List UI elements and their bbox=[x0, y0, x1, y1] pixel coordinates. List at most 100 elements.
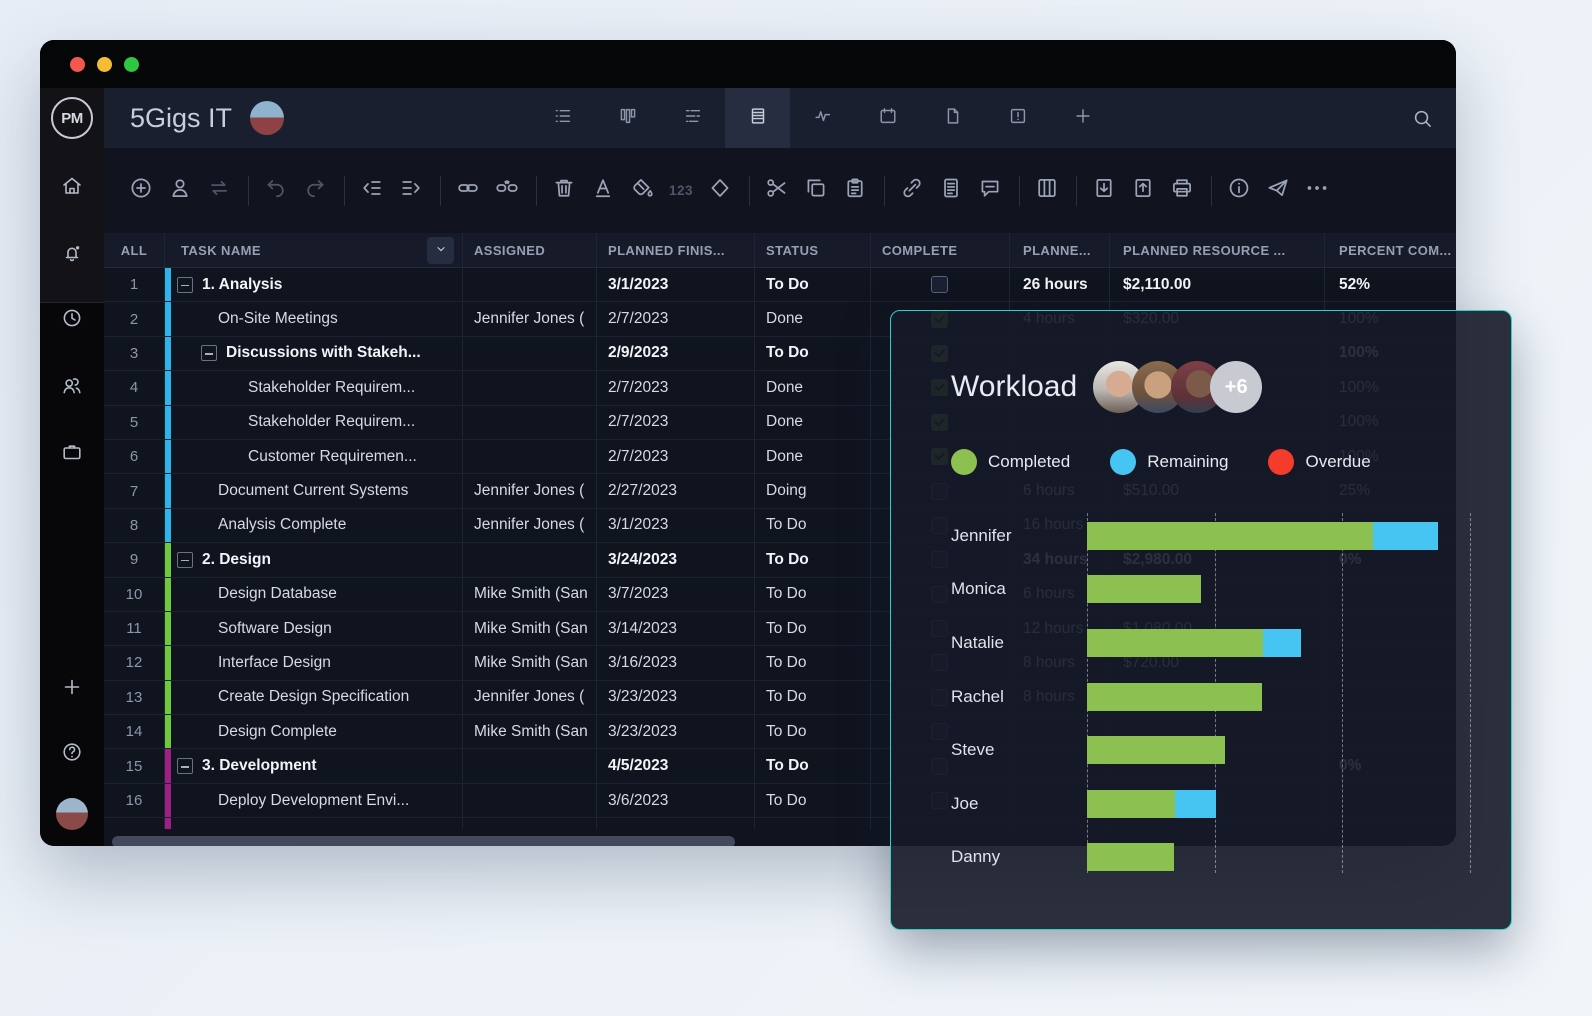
planned-finish-cell[interactable]: 4/5/2023 bbox=[597, 749, 755, 783]
tab-list-view[interactable] bbox=[530, 88, 595, 148]
user-avatar[interactable] bbox=[56, 798, 88, 830]
task-name-cell[interactable]: Stakeholder Requirem... bbox=[165, 371, 463, 405]
close-window-icon[interactable] bbox=[70, 56, 85, 72]
redo-button[interactable] bbox=[302, 178, 328, 204]
column-header-cost[interactable]: PLANNED RESOURCE ... bbox=[1110, 233, 1325, 267]
planned-finish-cell[interactable]: 2/7/2023 bbox=[597, 439, 755, 474]
task-name-cell[interactable]: Create Design Specification bbox=[165, 680, 463, 715]
assigned-cell[interactable] bbox=[463, 371, 597, 405]
zoom-window-icon[interactable] bbox=[124, 56, 139, 72]
status-cell[interactable]: To Do bbox=[755, 611, 871, 646]
planned-finish-cell[interactable]: 2/27/2023 bbox=[597, 474, 755, 508]
tab-activity-view[interactable] bbox=[790, 88, 855, 148]
status-cell[interactable]: To Do bbox=[755, 543, 871, 577]
print-button[interactable] bbox=[1169, 178, 1195, 204]
fill-color-button[interactable] bbox=[629, 178, 655, 204]
sidebar-item-team[interactable] bbox=[60, 374, 84, 398]
task-name-cell[interactable]: Stakeholder Requirem... bbox=[165, 405, 463, 439]
planned-finish-cell[interactable]: 3/1/2023 bbox=[597, 508, 755, 543]
planned-finish-cell[interactable]: 3/1/2023 bbox=[597, 268, 755, 302]
percent-complete-cell[interactable]: 52% bbox=[1339, 275, 1371, 293]
planned-finish-cell[interactable]: 3/7/2023 bbox=[597, 577, 755, 611]
comments-button[interactable] bbox=[977, 178, 1003, 204]
task-name-cell[interactable]: Software Design bbox=[165, 611, 463, 646]
planned-finish-cell[interactable]: 2/7/2023 bbox=[597, 405, 755, 439]
status-cell[interactable]: Done bbox=[755, 405, 871, 439]
outdent-button[interactable] bbox=[359, 178, 385, 204]
task-name-cell[interactable]: Discussions with Stakeh... bbox=[165, 336, 463, 371]
share-button[interactable] bbox=[1265, 178, 1291, 204]
column-menu-button[interactable] bbox=[427, 237, 454, 264]
task-name-cell[interactable]: On-Site Meetings bbox=[165, 302, 463, 336]
planned-finish-cell[interactable]: 2/9/2023 bbox=[597, 336, 755, 371]
planned-finish-cell[interactable]: 2/7/2023 bbox=[597, 371, 755, 405]
copy-button[interactable] bbox=[803, 178, 829, 204]
task-name-cell[interactable]: Design Database bbox=[165, 577, 463, 611]
tab-calendar-view[interactable] bbox=[855, 88, 920, 148]
import-button[interactable] bbox=[1091, 178, 1117, 204]
tab-docs-view[interactable] bbox=[920, 88, 985, 148]
task-name-cell[interactable]: 3. Development bbox=[165, 749, 463, 783]
assigned-cell[interactable]: Mike Smith (San bbox=[463, 715, 597, 749]
task-name-cell[interactable]: Design Complete bbox=[165, 715, 463, 749]
paste-button[interactable] bbox=[842, 178, 868, 204]
sidebar-item-notifications[interactable] bbox=[60, 241, 84, 265]
attachments-button[interactable] bbox=[899, 178, 925, 204]
collapse-icon[interactable] bbox=[177, 551, 193, 568]
info-button[interactable] bbox=[1226, 178, 1252, 204]
planned-finish-cell[interactable]: 3/6/2023 bbox=[597, 783, 755, 818]
planned-finish-cell[interactable]: 3/23/2023 bbox=[597, 680, 755, 715]
status-cell[interactable]: To Do bbox=[755, 508, 871, 543]
status-cell[interactable]: To Do bbox=[755, 577, 871, 611]
status-cell[interactable]: To Do bbox=[755, 268, 871, 302]
recurring-task-button[interactable] bbox=[206, 178, 232, 204]
status-cell[interactable]: Done bbox=[755, 439, 871, 474]
assigned-cell[interactable] bbox=[463, 439, 597, 474]
planned-finish-cell[interactable]: 2/7/2023 bbox=[597, 302, 755, 336]
status-cell[interactable]: To Do bbox=[755, 646, 871, 680]
column-header-st[interactable]: STATUS bbox=[755, 233, 871, 267]
column-header-task[interactable]: TASK NAME bbox=[165, 233, 463, 267]
task-name-cell[interactable]: 1. Analysis bbox=[165, 268, 463, 302]
number-format-button[interactable]: 123 bbox=[668, 178, 694, 204]
column-header-hrs[interactable]: PLANNE... bbox=[1010, 233, 1110, 267]
planned-resource-cost-cell[interactable]: $2,110.00 bbox=[1110, 268, 1325, 302]
assigned-cell[interactable]: Jennifer Jones ( bbox=[463, 508, 597, 543]
assigned-cell[interactable]: Mike Smith (San bbox=[463, 646, 597, 680]
planned-finish-cell[interactable]: 3/23/2023 bbox=[597, 715, 755, 749]
planned-finish-cell[interactable]: 3/14/2023 bbox=[597, 611, 755, 646]
tab-add-view[interactable] bbox=[1050, 88, 1115, 148]
cut-button[interactable] bbox=[764, 178, 790, 204]
sidebar-item-help[interactable] bbox=[60, 740, 84, 764]
tab-board-view[interactable] bbox=[595, 88, 660, 148]
assigned-cell[interactable] bbox=[463, 405, 597, 439]
milestone-button[interactable] bbox=[707, 178, 733, 204]
project-owner-avatar[interactable] bbox=[250, 101, 285, 135]
sidebar-item-add[interactable] bbox=[60, 675, 84, 699]
table-row[interactable]: 1 1. Analysis 3/1/2023 To Do 26 hours $2,110.… bbox=[104, 268, 1456, 303]
complete-cell[interactable] bbox=[871, 268, 1010, 302]
collapse-icon[interactable] bbox=[201, 345, 217, 362]
export-button[interactable] bbox=[1130, 178, 1156, 204]
more-options-button[interactable] bbox=[1304, 178, 1330, 204]
tab-sheet-view[interactable] bbox=[725, 88, 790, 148]
sidebar-item-home[interactable] bbox=[60, 174, 84, 198]
assigned-cell[interactable]: Jennifer Jones ( bbox=[463, 680, 597, 715]
complete-checkbox[interactable] bbox=[931, 276, 948, 294]
planned-hours-cell[interactable]: 26 hours bbox=[1010, 268, 1110, 302]
font-color-button[interactable] bbox=[590, 178, 616, 204]
status-cell[interactable]: To Do bbox=[755, 783, 871, 818]
status-cell[interactable]: Doing bbox=[755, 474, 871, 508]
status-cell[interactable]: To Do bbox=[755, 749, 871, 783]
columns-button[interactable] bbox=[1034, 178, 1060, 204]
task-name-cell[interactable]: Analysis Complete bbox=[165, 508, 463, 543]
assigned-cell[interactable]: Jennifer Jones ( bbox=[463, 302, 597, 336]
assigned-cell[interactable]: Mike Smith (San bbox=[463, 611, 597, 646]
status-cell[interactable]: To Do bbox=[755, 715, 871, 749]
status-cell[interactable]: To Do bbox=[755, 680, 871, 715]
undo-button[interactable] bbox=[263, 178, 289, 204]
indent-button[interactable] bbox=[398, 178, 424, 204]
add-task-button[interactable] bbox=[128, 178, 154, 204]
status-cell[interactable]: Done bbox=[755, 371, 871, 405]
